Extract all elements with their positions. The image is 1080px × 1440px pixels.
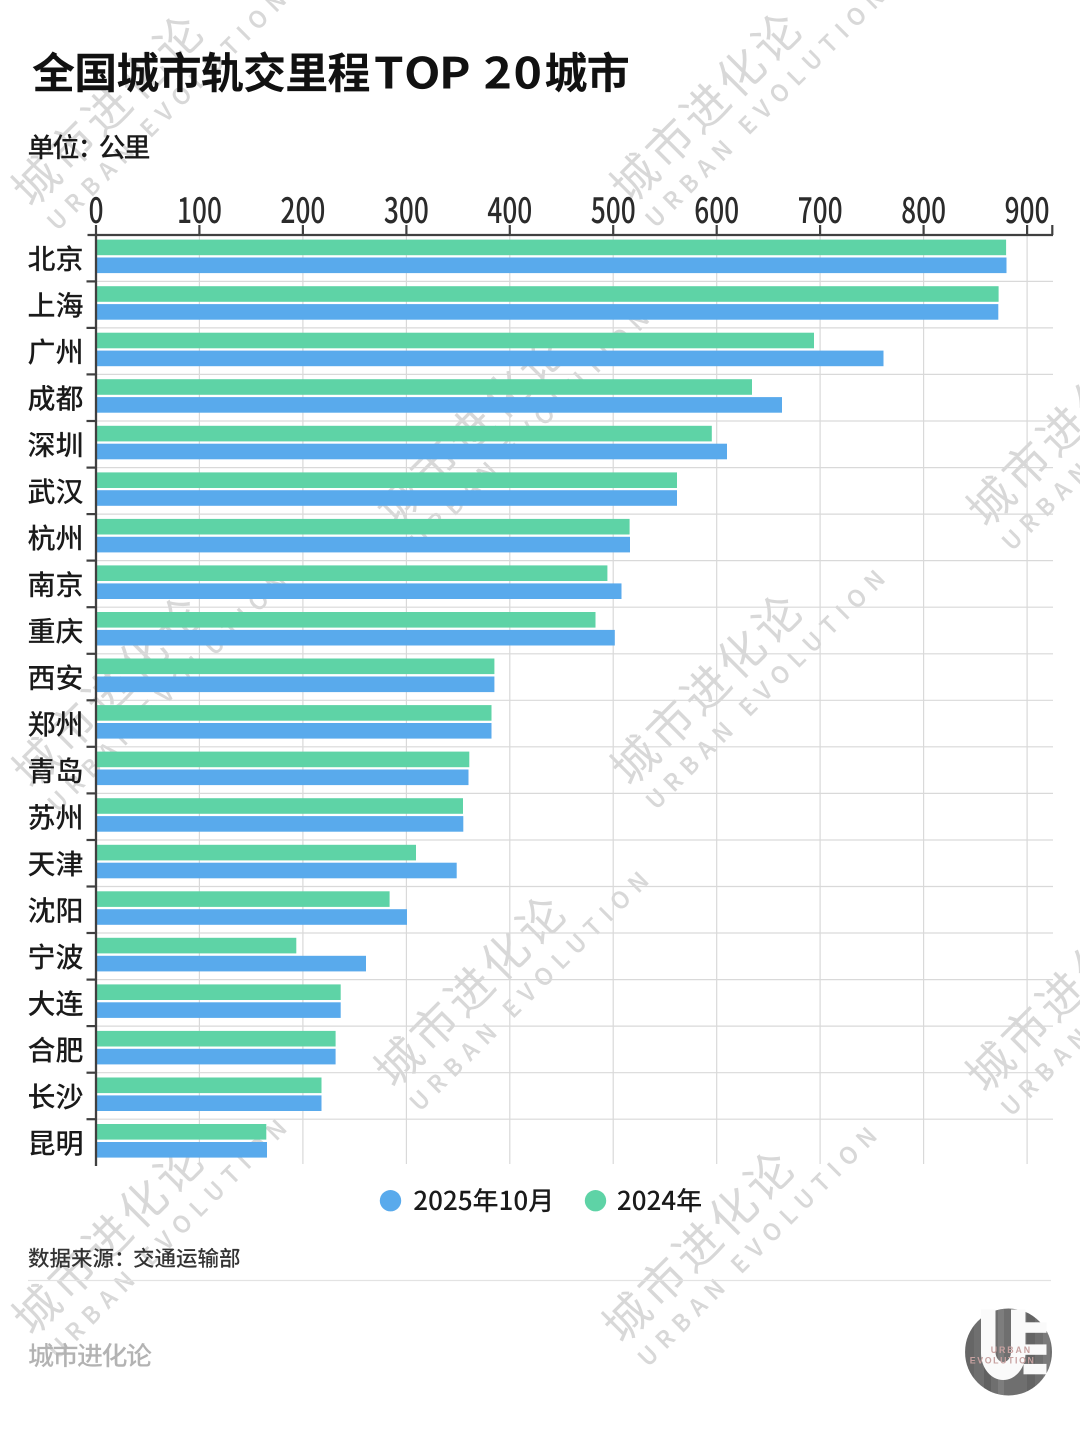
svg-text:URBAN: URBAN (991, 1345, 1032, 1355)
svg-text:EVOLUTION: EVOLUTION (970, 1356, 1036, 1366)
